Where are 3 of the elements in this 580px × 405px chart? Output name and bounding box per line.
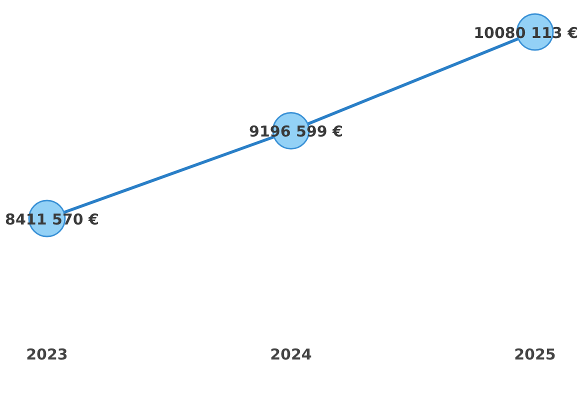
- x-tick-label: 2024: [270, 345, 312, 364]
- x-tick-label: 2025: [514, 345, 556, 364]
- x-tick-label: 2023: [26, 345, 68, 364]
